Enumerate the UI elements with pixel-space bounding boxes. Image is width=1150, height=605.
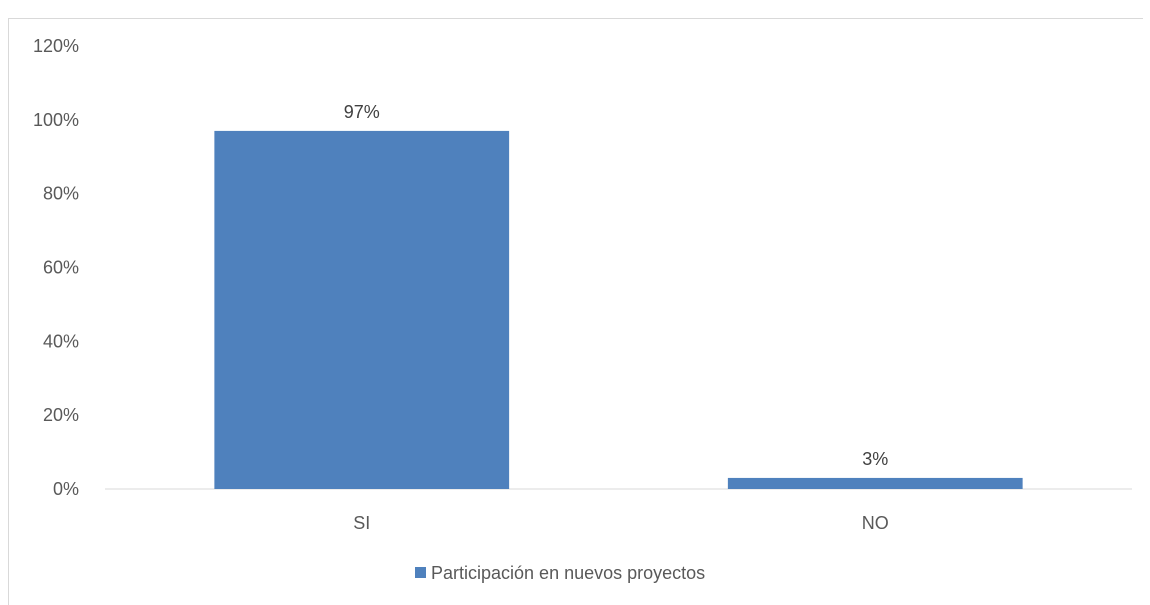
y-axis-tick-labels: 0% 20% 40% 60% 80% 100% 120%: [33, 36, 79, 499]
bar: [214, 130, 510, 490]
x-tick-label: NO: [862, 513, 889, 533]
data-label: 3%: [862, 449, 888, 469]
data-labels: 97% 3%: [344, 102, 889, 469]
x-tick-label: SI: [353, 513, 370, 533]
y-tick-label: 0%: [53, 479, 79, 499]
legend: Participación en nuevos proyectos: [415, 563, 705, 583]
y-tick-label: 60%: [43, 258, 79, 278]
y-tick-label: 20%: [43, 405, 79, 425]
x-axis-tick-labels: SI NO: [353, 513, 889, 533]
y-tick-label: 120%: [33, 36, 79, 56]
chart-frame: [8, 18, 1143, 605]
bar: [727, 477, 1023, 489]
y-tick-label: 80%: [43, 184, 79, 204]
y-tick-label: 40%: [43, 331, 79, 351]
legend-swatch: [415, 567, 426, 578]
bar-series: [214, 130, 1023, 490]
data-label: 97%: [344, 102, 380, 122]
legend-label: Participación en nuevos proyectos: [431, 563, 705, 583]
y-tick-label: 100%: [33, 110, 79, 130]
